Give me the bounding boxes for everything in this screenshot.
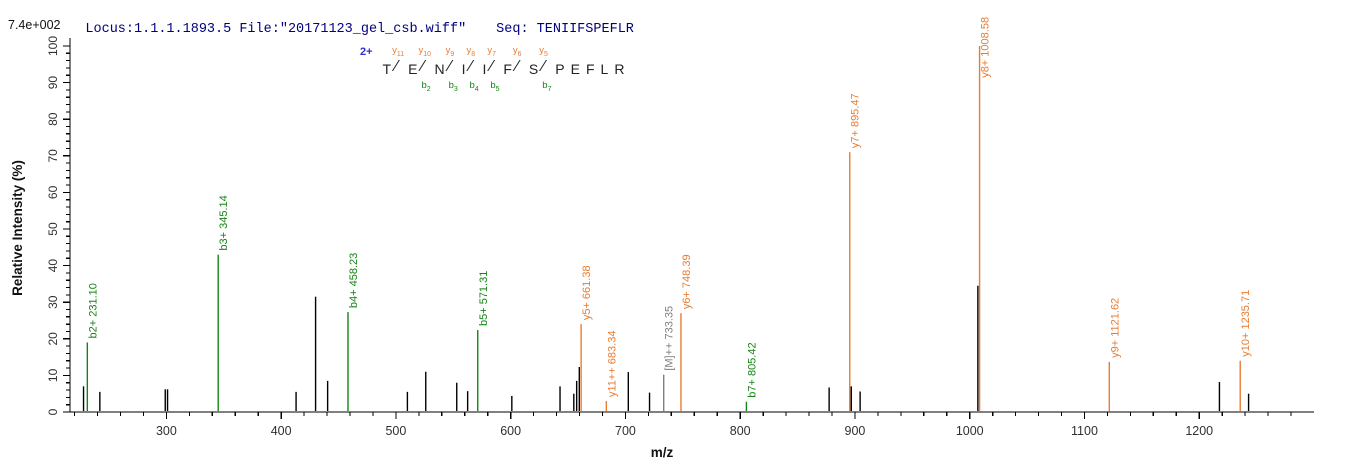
cleavage-junction-6: ∕ y6 [512,44,526,94]
y-ion-label-y9: y9 [445,45,455,58]
cleavage-slash-icon: ∕ [515,58,519,75]
peptide-sequence-annotation: 2+ T ∕ y11 E ∕ y10 b2 N ∕ y9 b3 I ∕ y8 b4 I ∕ y7 b5 F ∕ y6 S ∕ y… [360,44,627,94]
y-tick-label: 50 [46,222,60,236]
peak-label: b2+ 231.10 [87,283,99,338]
residue-11: L [600,61,609,77]
residue-2: E [408,61,418,77]
cleavage-junction-4: ∕ y8 b4 [466,44,479,94]
residue-6: F [503,61,512,77]
cleavage-slash-icon: ∕ [421,58,425,75]
residue-4: I [461,61,466,77]
y-tick-label: 10 [46,368,60,382]
residue-8: P [555,61,565,77]
residue-1: T [382,61,392,77]
x-tick-label: 800 [730,424,751,438]
y-ion-label-y11: y11 [392,45,405,58]
header-locus-file: Locus:1.1.1.1893.5 File:"20171123_gel_cs… [85,22,467,37]
peak-label: [M]++ 733.35 [664,306,676,371]
y-ion-label-y8: y8 [466,45,476,58]
cleavage-junction-7: ∕ y5 b7 [539,44,552,94]
peak-label: b7+ 805.42 [746,342,758,397]
peak-label: y5+ 661.38 [581,265,593,320]
y-tick-label: 70 [46,149,60,163]
y-ion-label-y5: y5 [539,45,548,58]
cleavage-slash-icon: ∕ [542,58,545,75]
y-tick-label: 20 [46,332,60,346]
residue-7: S [528,61,539,77]
x-tick-label: 1000 [956,424,984,438]
b-ion-label-b2: b2 [421,80,431,93]
b-ion-label-b4: b4 [469,80,479,93]
peak-label: b4+ 458.23 [348,253,360,308]
x-tick-label: 600 [500,424,521,438]
peak-label: y6+ 748.39 [681,254,693,309]
peak-label: y7+ 895.47 [850,93,862,148]
x-tick-label: 1200 [1185,424,1213,438]
cleavage-junction-1: ∕ y11 [392,44,405,94]
x-tick-label: 1100 [1071,424,1098,438]
cleavage-junction-5: ∕ y7 b5 [487,44,500,94]
x-tick-label: 900 [845,424,866,438]
y-tick-label: 80 [46,112,60,126]
residue-3: N [434,61,445,77]
cleavage-junction-2: ∕ y10 b2 [418,44,431,94]
peak-label: y11++ 683.34 [606,331,618,397]
b-ion-label-b3: b3 [448,80,458,93]
y-tick-label: 90 [46,76,60,90]
x-tick-label: 400 [271,424,292,438]
peak-label: y10+ 1235.71 [1240,290,1252,357]
b-ion-label-b7: b7 [542,80,552,93]
residue-9: E [570,61,580,77]
y-tick-label: 0 [46,408,60,415]
x-tick-label: 500 [385,424,406,438]
y-axis-title: Relative Intensity (%) [10,160,25,296]
y-tick-label: 60 [46,185,60,199]
y-tick-label: 40 [46,259,60,273]
y-tick-label: 100 [46,36,60,56]
peak-label: b3+ 345.14 [218,195,230,250]
header-sequence: Seq: TENIIFSPEFLR [496,22,634,37]
residue-12: R [614,61,625,77]
spectrum-header: Locus:1.1.1.1893.5 File:"20171123_gel_cs… [53,7,634,52]
cleavage-junction-3: ∕ y9 b3 [445,44,459,94]
base-peak-intensity: 7.4e+002 [8,18,61,32]
peak-label: y8+ 1008.58 [980,17,992,78]
cleavage-slash-icon: ∕ [448,58,452,75]
x-axis-title: m/z [651,445,674,460]
cleavage-slash-icon: ∕ [469,58,473,75]
y-ion-label-y6: y6 [512,45,522,58]
peak-label: b5+ 571.31 [478,271,490,326]
y-tick-label: 30 [46,295,60,309]
y-ion-label-y7: y7 [487,45,497,58]
y-ion-label-y10: y10 [418,45,431,58]
precursor-charge-label: 2+ [360,46,373,58]
x-tick-label: 700 [615,424,636,438]
peak-label: y9+ 1121.62 [1109,298,1121,358]
cleavage-slash-icon: ∕ [395,58,398,75]
residue-5: I [482,61,487,77]
cleavage-slash-icon: ∕ [490,58,494,75]
residue-10: F [585,61,595,77]
x-tick-label: 300 [156,424,177,438]
b-ion-label-b5: b5 [490,80,500,93]
